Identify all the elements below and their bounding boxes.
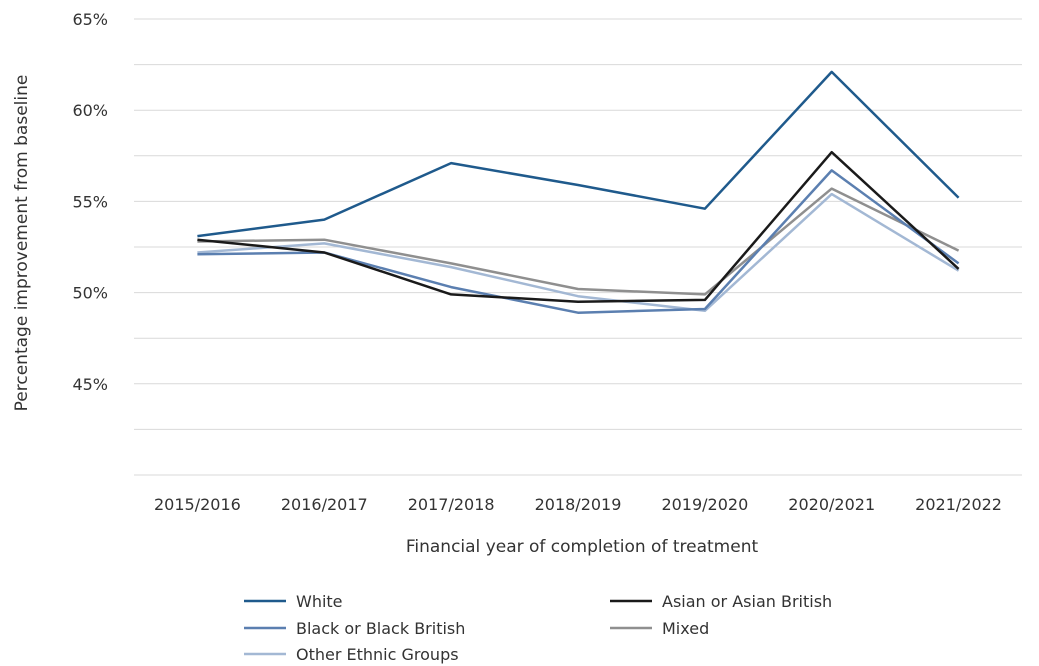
legend-item: Other Ethnic Groups <box>244 645 459 664</box>
x-tick-label: 2017/2018 <box>408 495 495 514</box>
x-tick-label: 2015/2016 <box>154 495 241 514</box>
legend-item: Mixed <box>610 619 709 638</box>
x-tick-label: 2016/2017 <box>281 495 368 514</box>
x-tick-label: 2019/2020 <box>661 495 748 514</box>
y-tick-label: 60% <box>72 101 108 120</box>
legend: White Asian or Asian British Black or Blac… <box>244 592 832 664</box>
y-tick-label: 50% <box>72 284 108 303</box>
y-tick-label: 55% <box>72 192 108 211</box>
y-axis-title: Percentage improvement from baseline <box>12 75 32 412</box>
series-line-white <box>197 70 960 238</box>
x-tick-label: 2018/2019 <box>535 495 622 514</box>
legend-item: White <box>244 592 343 611</box>
legend-label: Black or Black British <box>296 619 465 638</box>
legend-item: Asian or Asian British <box>610 592 832 611</box>
x-tick-label: 2020/2021 <box>788 495 875 514</box>
legend-label: Other Ethnic Groups <box>296 645 459 664</box>
x-axis-title: Financial year of completion of treatmen… <box>406 537 759 557</box>
y-axis-ticks: 45% 50% 55% 60% 65% <box>72 10 108 394</box>
series-line-mixed <box>197 187 960 296</box>
series-lines <box>197 70 960 314</box>
series-line-asian-or-asian-british <box>197 150 960 303</box>
legend-label: White <box>296 592 343 611</box>
y-tick-label: 45% <box>72 375 108 394</box>
y-tick-label: 65% <box>72 10 108 29</box>
series-line-black-or-black-british <box>197 169 960 314</box>
x-axis-ticks: 2015/2016 2016/2017 2017/2018 2018/2019 2019… <box>154 495 1002 514</box>
legend-item: Black or Black British <box>244 619 465 638</box>
series-line-other-ethnic-groups <box>197 192 960 313</box>
legend-label: Asian or Asian British <box>662 592 832 611</box>
x-tick-label: 2021/2022 <box>915 495 1002 514</box>
legend-label: Mixed <box>662 619 709 638</box>
